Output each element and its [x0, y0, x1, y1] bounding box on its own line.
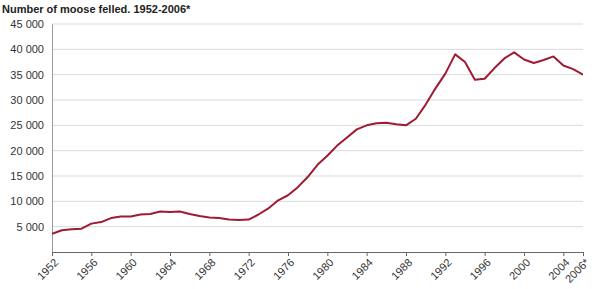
- grid-line: [52, 150, 583, 151]
- y-tick-label: 30 000: [10, 94, 44, 106]
- x-tick-mark: [524, 252, 525, 256]
- x-tick-mark: [367, 252, 368, 256]
- x-tick-label: 1976: [271, 256, 297, 282]
- x-tick-mark: [209, 252, 210, 256]
- grid-line: [52, 49, 583, 50]
- x-axis-line: [53, 252, 584, 253]
- x-tick-mark: [406, 252, 407, 256]
- grid-line: [52, 201, 583, 202]
- x-tick: 1992: [428, 252, 454, 282]
- x-tick: 1968: [192, 252, 218, 282]
- y-tick-label: 20 000: [10, 145, 44, 157]
- x-tick: 1960: [113, 252, 139, 282]
- x-tick: 2006*: [563, 252, 592, 285]
- x-tick-mark: [52, 252, 53, 256]
- x-tick-label: 1980: [310, 256, 336, 282]
- x-tick-mark: [170, 252, 171, 256]
- x-tick-label: 1972: [231, 256, 257, 282]
- x-tick-mark: [583, 252, 584, 256]
- grid: [52, 24, 583, 227]
- y-tick-label: 45 000: [10, 18, 44, 30]
- grid-line: [52, 24, 583, 25]
- x-tick: 1980: [310, 252, 336, 282]
- x-tick-label: 1968: [192, 256, 218, 282]
- y-tick-label: 25 000: [10, 119, 44, 131]
- y-tick: 10 000: [10, 195, 52, 207]
- y-tick: 30 000: [10, 94, 52, 106]
- x-tick: 2000: [507, 252, 533, 282]
- y-tick-label: 5 000: [16, 221, 44, 233]
- y-tick: 35 000: [10, 69, 52, 81]
- x-tick-mark: [288, 252, 289, 256]
- x-tick-mark: [131, 252, 132, 256]
- y-axis-line: [52, 25, 53, 253]
- x-tick-mark: [91, 252, 92, 256]
- x-axis: 1952 1956 1960 1964 1968 1972 1976 1980 1984 1988…: [35, 252, 592, 285]
- y-tick: 20 000: [10, 145, 52, 157]
- x-tick-mark: [445, 252, 446, 256]
- x-tick-mark: [485, 252, 486, 256]
- grid-line: [52, 176, 583, 177]
- y-tick: 5 000: [16, 221, 52, 233]
- x-tick: 1952: [35, 252, 61, 282]
- y-tick-label: 35 000: [10, 69, 44, 81]
- y-tick-label: 40 000: [10, 43, 44, 55]
- x-tick-mark: [563, 252, 564, 256]
- grid-line: [52, 125, 583, 126]
- data-line: [52, 52, 583, 233]
- grid-line: [52, 74, 583, 75]
- y-tick: 40 000: [10, 43, 52, 55]
- x-tick-label: 2006*: [563, 256, 592, 285]
- x-tick: 1984: [349, 252, 375, 282]
- x-tick-label: 1952: [35, 256, 61, 282]
- y-tick: 45 000: [10, 18, 52, 30]
- x-tick-label: 1960: [113, 256, 139, 282]
- grid-line: [52, 226, 583, 227]
- y-tick-label: 15 000: [10, 170, 44, 182]
- x-tick-label: 1988: [389, 256, 415, 282]
- x-tick: 1964: [153, 252, 179, 282]
- x-tick: 1972: [231, 252, 257, 282]
- x-tick-label: 1964: [153, 256, 179, 282]
- x-tick-label: 1992: [428, 256, 454, 282]
- x-tick-label: 1956: [74, 256, 100, 282]
- y-tick-label: 10 000: [10, 195, 44, 207]
- y-tick: 25 000: [10, 119, 52, 131]
- x-tick: 1976: [271, 252, 297, 282]
- x-tick-label: 2000: [507, 256, 533, 282]
- x-tick: 1988: [389, 252, 415, 282]
- grid-line: [52, 100, 583, 101]
- x-tick-label: 1996: [467, 256, 493, 282]
- x-tick-mark: [327, 252, 328, 256]
- plot-area: [52, 52, 583, 233]
- y-tick: 15 000: [10, 170, 52, 182]
- y-axis: 5 000 10 000 15 000 20 000 25 000 30 000 35 00…: [10, 18, 52, 252]
- x-tick: 1956: [74, 252, 100, 282]
- chart-title: Number of moose felled. 1952-2006*: [2, 3, 191, 15]
- x-tick: 1996: [467, 252, 493, 282]
- x-tick-label: 1984: [349, 256, 375, 282]
- x-tick-mark: [249, 252, 250, 256]
